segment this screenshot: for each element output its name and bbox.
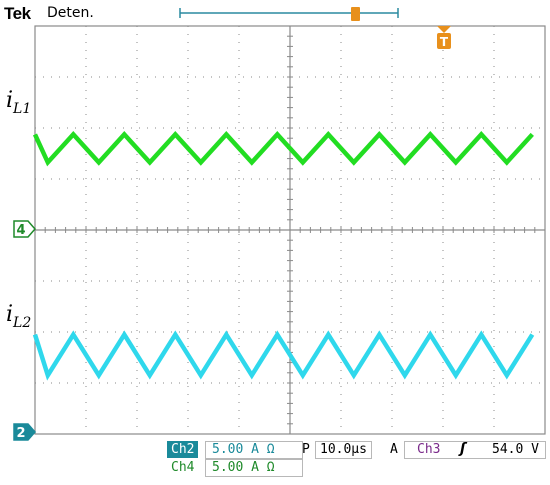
brand-logo: Tek xyxy=(4,4,31,23)
trigger-source: Ch3 xyxy=(417,442,441,457)
trigger-marker-label: T xyxy=(440,35,449,49)
timebase-readout[interactable]: 10.0μs xyxy=(315,441,372,459)
trace-label-il2: iL2 xyxy=(6,302,32,331)
trace-label-il1: iL1 xyxy=(6,88,32,117)
trace-il2 xyxy=(32,330,535,381)
ch2-ground-marker-shape xyxy=(13,423,36,441)
ch4-ground-marker-label: 4 xyxy=(16,223,25,238)
ch2-scale-readout[interactable]: 5.00 A Ω xyxy=(205,441,303,459)
timebase-prefix: P xyxy=(302,442,310,457)
markers: T 4 2 xyxy=(13,7,451,441)
trigger-marker-icon xyxy=(437,33,451,49)
trace-il1 xyxy=(32,131,534,167)
trigger-readout-box[interactable] xyxy=(404,441,546,459)
trigger-mode: A xyxy=(390,442,398,457)
traces xyxy=(32,131,535,381)
ch4-scale-readout[interactable]: 5.00 A Ω xyxy=(205,459,303,477)
rising-edge-icon: ʃ xyxy=(460,441,466,457)
trigger-point-icon xyxy=(351,7,360,21)
ch2-ground-marker-label: 2 xyxy=(16,426,25,441)
ch4-name-badge[interactable]: Ch4 xyxy=(171,460,195,475)
ch2-name-badge[interactable]: Ch2 xyxy=(167,441,199,458)
ch4-ground-marker-shape xyxy=(13,220,36,238)
graticule xyxy=(34,25,546,435)
trigger-arrow-icon xyxy=(437,26,451,33)
acquisition-status: Deten. xyxy=(47,5,94,21)
trigger-level: 54.0 V xyxy=(492,442,539,457)
